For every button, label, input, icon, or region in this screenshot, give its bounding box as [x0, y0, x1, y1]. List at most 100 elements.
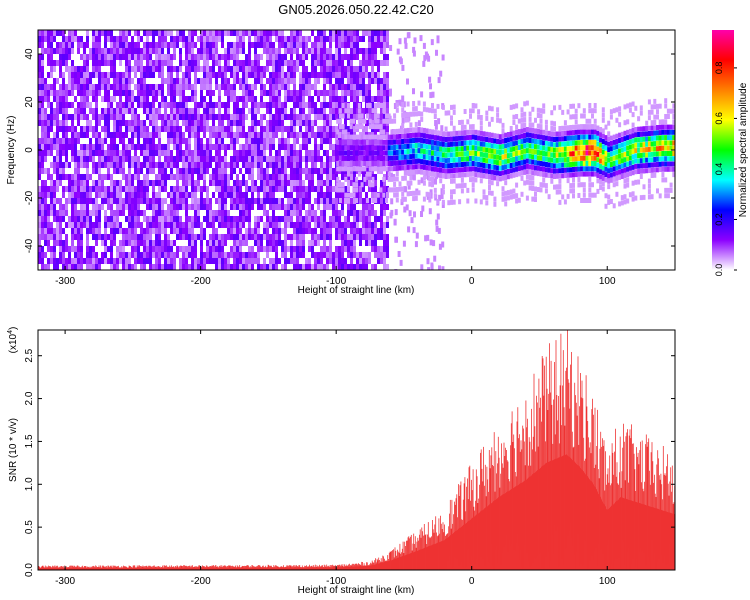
heatmap-cell [221, 246, 224, 252]
heatmap-cell [395, 107, 399, 113]
heatmap-cell [352, 118, 356, 124]
heatmap-cell [428, 160, 432, 166]
heatmap-cell [227, 30, 230, 36]
heatmap-cell [80, 228, 83, 234]
heatmap-cell [86, 162, 89, 168]
heatmap-cell [128, 210, 131, 216]
heatmap-cell [152, 126, 155, 132]
heatmap-cell [260, 126, 263, 132]
heatmap-cell [143, 84, 146, 90]
heatmap-cell [347, 198, 350, 203]
heatmap-cell [218, 138, 221, 144]
heatmap-cell [365, 168, 368, 174]
heatmap-cell [194, 210, 197, 216]
heatmap-cell [245, 30, 248, 36]
heatmap-cell [260, 174, 263, 180]
heatmap-cell [191, 84, 194, 90]
heatmap-cell [350, 234, 353, 240]
heatmap-cell [436, 146, 440, 152]
heatmap-cell [122, 264, 125, 270]
heatmap-cell [116, 228, 119, 234]
heatmap-cell [406, 143, 410, 149]
heatmap-cell [269, 156, 272, 162]
heatmap-cell [257, 192, 260, 198]
heatmap-cell [56, 48, 59, 54]
heatmap-cell [89, 84, 92, 90]
heatmap-cell [200, 48, 203, 54]
heatmap-cell [116, 48, 119, 54]
heatmap-cell [317, 168, 320, 174]
heatmap-cell [474, 129, 478, 135]
heatmap-cell [412, 164, 416, 170]
heatmap-cell [278, 198, 281, 204]
heatmap-cell [314, 132, 317, 138]
heatmap-cell [471, 176, 475, 182]
heatmap-cell [104, 150, 107, 156]
heatmap-cell [363, 161, 367, 166]
heatmap-cell [59, 204, 62, 210]
heatmap-cell [191, 246, 194, 252]
heatmap-cell [221, 126, 224, 132]
heatmap-cell [299, 108, 302, 114]
heatmap-cell [185, 102, 188, 108]
heatmap-cell [65, 234, 68, 240]
heatmap-cell [308, 240, 311, 246]
heatmap-cell [107, 198, 110, 204]
heatmap-cell [218, 210, 221, 216]
heatmap-cell [98, 228, 101, 234]
heatmap-cell [266, 198, 269, 204]
heatmap-cell [77, 84, 80, 90]
heatmap-cell [95, 132, 98, 138]
heatmap-cell [452, 189, 456, 195]
heatmap-cell [305, 228, 308, 234]
heatmap-cell [383, 90, 386, 96]
heatmap-cell [269, 192, 272, 198]
heatmap-cell [98, 180, 101, 186]
heatmap-cell [539, 187, 543, 193]
heatmap-cell [350, 114, 353, 120]
heatmap-cell [164, 216, 167, 222]
heatmap-cell [86, 78, 89, 84]
heatmap-cell [374, 186, 377, 192]
heatmap-cell [509, 126, 513, 131]
heatmap-cell [380, 258, 383, 264]
heatmap-cell [239, 48, 242, 54]
heatmap-cell [131, 114, 134, 120]
heatmap-cell [47, 132, 50, 138]
heatmap-cell [305, 258, 308, 264]
heatmap-cell [155, 48, 158, 54]
heatmap-cell [455, 183, 459, 189]
heatmap-cell [314, 186, 317, 192]
heatmap-cell [412, 196, 416, 202]
heatmap-cell [218, 120, 221, 126]
heatmap-cell [188, 48, 191, 54]
heatmap-cell [515, 140, 519, 146]
heatmap-cell [377, 84, 380, 90]
heatmap-cell [374, 108, 378, 114]
heatmap-cell [155, 96, 158, 102]
heatmap-cell [74, 138, 77, 144]
heatmap-cell [477, 156, 481, 162]
heatmap-cell [125, 78, 128, 84]
heatmap-cell [71, 198, 74, 204]
heatmap-cell [59, 216, 62, 222]
heatmap-cell [53, 204, 56, 210]
heatmap-cell [393, 187, 397, 193]
heatmap-cell [460, 183, 464, 189]
heatmap-cell [110, 186, 113, 192]
heatmap-cell [485, 115, 489, 121]
heatmap-cell [257, 258, 260, 264]
heatmap-cell [458, 167, 462, 173]
heatmap-cell [269, 234, 272, 240]
heatmap-cell [287, 156, 290, 162]
heatmap-cell [509, 152, 513, 158]
heatmap-cell [233, 66, 236, 72]
heatmap-cell [182, 36, 185, 42]
heatmap-cell [89, 150, 92, 156]
heatmap-cell [349, 166, 353, 172]
heatmap-cell [59, 210, 62, 216]
heatmap-cell [490, 153, 494, 159]
heatmap-cell [95, 114, 98, 120]
heatmap-cell [371, 134, 375, 140]
heatmap-cell [233, 102, 236, 108]
